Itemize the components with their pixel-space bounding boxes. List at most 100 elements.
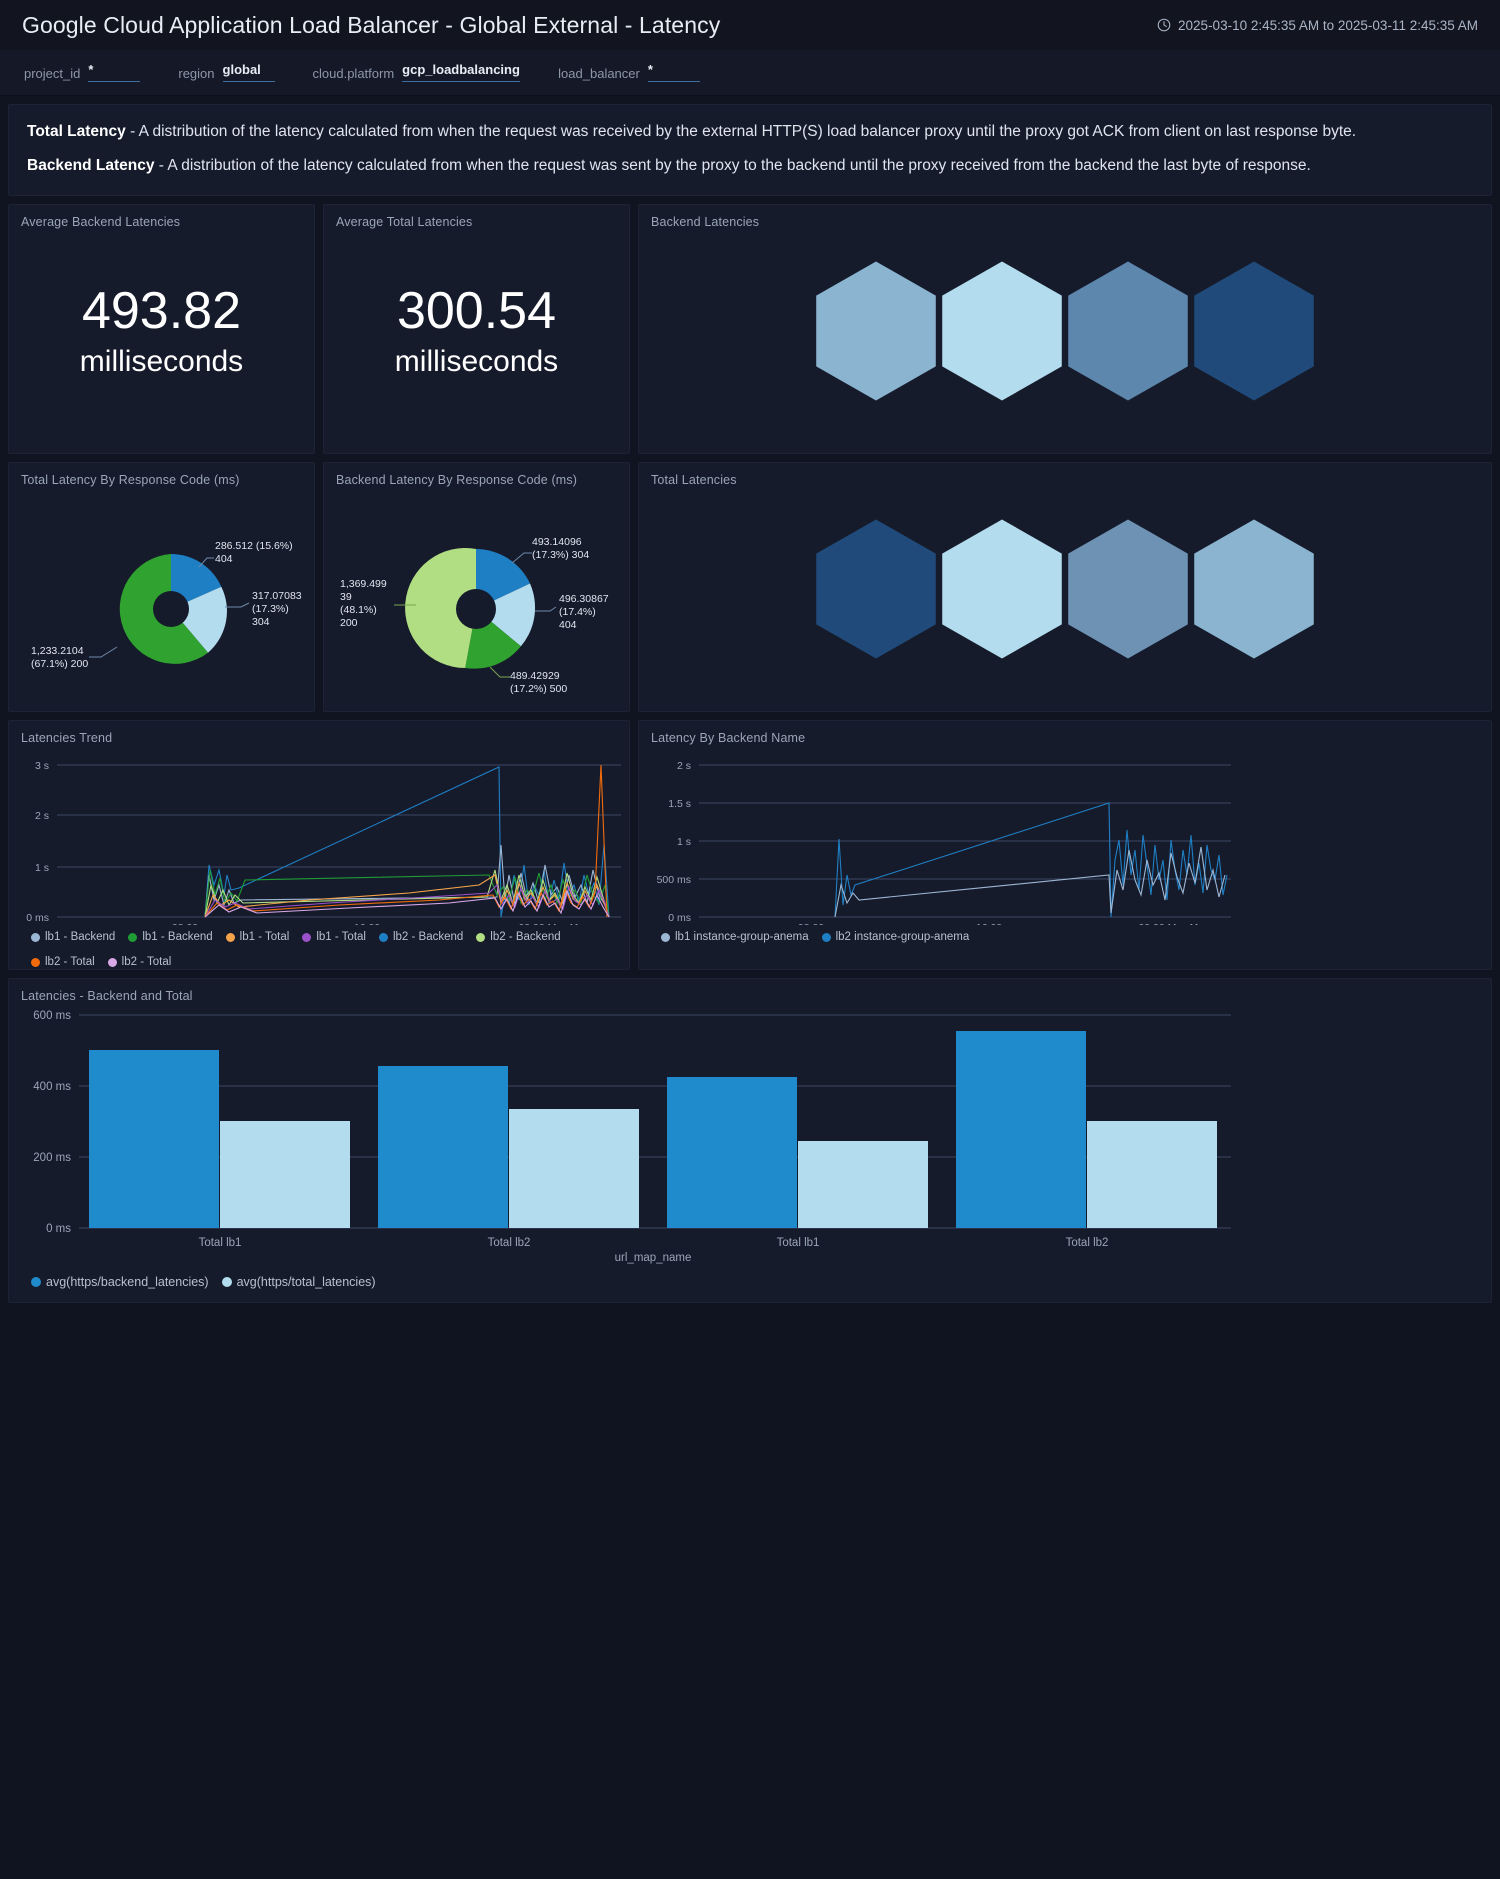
panel-title-average-total-latencies: Average Total Latencies <box>336 215 473 229</box>
hexagon-cell-4[interactable] <box>1193 260 1315 402</box>
pie-label-404-line2: 404 <box>215 553 233 565</box>
series-group <box>204 764 610 918</box>
hexagon-cell-3[interactable] <box>1067 260 1189 402</box>
hexagon-treemap-total <box>639 489 1491 689</box>
legend-item-0[interactable]: lb1 - Backend <box>31 931 115 943</box>
ytick-1s: 1 s <box>35 862 49 874</box>
ytick-1-5s: 1.5 s <box>668 798 691 810</box>
bar-backend-lb2-b[interactable] <box>956 1031 1086 1228</box>
hexagon-cell-1[interactable] <box>815 518 937 660</box>
legend-item-1[interactable]: avg(https/total_latencies) <box>221 1275 376 1289</box>
description-panel: Total Latency - A distribution of the la… <box>8 104 1492 196</box>
legend-item-5[interactable]: lb2 - Backend <box>476 931 561 943</box>
pie-slice-200[interactable] <box>405 548 476 669</box>
legend-label: lb1 - Total <box>316 931 366 943</box>
filter-cloud-platform-value[interactable]: gcp_loadbalancing <box>402 63 521 82</box>
legend-item-4[interactable]: lb2 - Backend <box>378 931 463 943</box>
pie-slice-304[interactable] <box>476 549 530 609</box>
bar-total-lb2-b[interactable] <box>1087 1121 1217 1228</box>
hexagon-treemap-backend <box>639 231 1491 431</box>
hexagon-cell-2[interactable] <box>941 260 1063 402</box>
panel-title-backend-latencies: Backend Latencies <box>651 215 760 229</box>
xtick-total-lb2-b: Total lb2 <box>1066 1237 1109 1249</box>
ytick-0ms: 0 ms <box>46 1223 71 1235</box>
legend-item-7[interactable]: lb2 - Total <box>107 956 171 968</box>
pie-chart-backend-latency: 493.14096 (17.3%) 304 496.30867 (17.4%) … <box>340 536 609 695</box>
description-backend-latency-label: Backend Latency <box>27 157 155 174</box>
panel-latency-by-backend-name[interactable]: Latency By Backend Name 2 s 1.5 s 1 s 50… <box>638 720 1492 970</box>
bar-backend-lb2-a[interactable] <box>378 1066 508 1228</box>
series-lb2-total <box>204 764 608 918</box>
pie-label-404-line1: 496.30867 <box>559 593 609 605</box>
xtick-total-lb2-a: Total lb2 <box>488 1237 531 1249</box>
filter-cloud-platform[interactable]: cloud.platform gcp_loadbalancing <box>313 63 521 82</box>
pie-leader-200 <box>89 646 118 658</box>
filter-load-balancer-value[interactable]: * <box>647 63 700 82</box>
panel-latencies-backend-and-total[interactable]: Latencies - Backend and Total 600 ms 400… <box>8 978 1492 1303</box>
pie-leader-404 <box>535 606 557 612</box>
legend-dot-icon <box>31 957 40 967</box>
pie-label-404-line2: (17.4%) <box>559 606 596 618</box>
legend-item-1[interactable]: lb1 - Backend <box>128 931 213 943</box>
bar-backend-lb1-b[interactable] <box>667 1077 797 1228</box>
filter-region-value[interactable]: global <box>222 63 275 82</box>
legend-dot-icon <box>821 932 831 942</box>
hexagon-cell-2[interactable] <box>941 518 1063 660</box>
hexagon-cell-3[interactable] <box>1067 518 1189 660</box>
bar-total-lb2-a[interactable] <box>509 1109 639 1228</box>
page-title: Google Cloud Application Load Balancer -… <box>22 11 721 38</box>
hexagon-cell-1[interactable] <box>815 260 937 402</box>
pie-leader-500 <box>489 666 510 678</box>
pie-hole <box>153 591 189 627</box>
pie-label-200-line3: (48.1%) <box>340 604 377 616</box>
filter-load-balancer[interactable]: load_balancer * <box>558 63 700 82</box>
legend-dot-icon <box>31 932 40 942</box>
xtick-0800: 08:00 <box>798 922 824 925</box>
metric-value-total: 300.54 <box>396 282 557 341</box>
panel-title-backend-latency-pie: Backend Latency By Response Code (ms) <box>336 473 578 487</box>
panel-average-backend-latencies[interactable]: Average Backend Latencies 493.82 millise… <box>8 204 315 454</box>
legend-item-2[interactable]: lb1 - Total <box>225 931 289 943</box>
legend-item-0[interactable]: lb1 instance-group-anema <box>661 931 809 943</box>
clock-icon <box>1157 18 1171 32</box>
filter-region[interactable]: region global <box>178 63 275 82</box>
panel-total-latencies-hex[interactable]: Total Latencies <box>638 462 1492 712</box>
time-range-picker[interactable]: 2025-03-10 2:45:35 AM to 2025-03-11 2:45… <box>1157 18 1478 33</box>
panel-total-latency-by-response-code[interactable]: Total Latency By Response Code (ms) <box>8 462 315 712</box>
legend-item-0[interactable]: avg(https/backend_latencies) <box>31 1275 209 1289</box>
legend-item-3[interactable]: lb1 - Total <box>302 931 366 943</box>
legend-latency-by-backend: lb1 instance-group-anema lb2 instance-gr… <box>639 931 1491 943</box>
filter-project-id-value[interactable]: * <box>88 63 141 82</box>
panel-average-total-latencies[interactable]: Average Total Latencies 300.54 milliseco… <box>323 204 630 454</box>
hexagon-cell-4[interactable] <box>1193 518 1315 660</box>
panel-title-average-backend-latencies: Average Backend Latencies <box>21 215 181 229</box>
legend-label: lb2 - Backend <box>490 931 561 943</box>
bar-total-lb1-b[interactable] <box>798 1141 928 1228</box>
panel-latencies-trend[interactable]: Latencies Trend 3 s 2 s 1 s 0 ms <box>8 720 630 970</box>
legend-item-1[interactable]: lb2 instance-group-anema <box>821 931 970 943</box>
panel-backend-latencies-hex[interactable]: Backend Latencies <box>638 204 1492 454</box>
pie-slices <box>405 548 536 669</box>
bar-total-lb1-a[interactable] <box>220 1121 350 1228</box>
description-backend-latency-text: - A distribution of the latency calculat… <box>154 157 1311 174</box>
pie-label-200-line1: 1,369.499 <box>340 578 387 590</box>
series-lb2-backend <box>204 766 610 918</box>
legend-item-6[interactable]: lb2 - Total <box>31 956 95 968</box>
series-lb2-backend-light <box>204 869 610 918</box>
bar-backend-lb1-a[interactable] <box>89 1050 219 1228</box>
legend-dot-icon <box>128 932 138 942</box>
filter-project-id[interactable]: project_id * <box>24 63 141 82</box>
bar-chart-latencies: 600 ms 400 ms 200 ms 0 ms Total lb1 Tota… <box>33 1010 1231 1264</box>
series-group <box>834 802 1228 918</box>
panel-title-latency-by-backend: Latency By Backend Name <box>651 731 806 745</box>
ytick-0ms: 0 ms <box>668 912 691 924</box>
pie-slice-404[interactable] <box>476 583 536 647</box>
legend-label: lb2 instance-group-anema <box>835 931 970 943</box>
legend-dot-icon <box>31 1277 41 1287</box>
filter-region-key: region <box>178 66 215 82</box>
pie-slice-404[interactable] <box>171 554 222 609</box>
xtick-0000-mar11: 00:00 Mar 11 <box>518 922 579 925</box>
metric-body-backend: 493.82 milliseconds <box>9 229 314 434</box>
panel-backend-latency-by-response-code[interactable]: Backend Latency By Response Code (ms) <box>323 462 630 712</box>
